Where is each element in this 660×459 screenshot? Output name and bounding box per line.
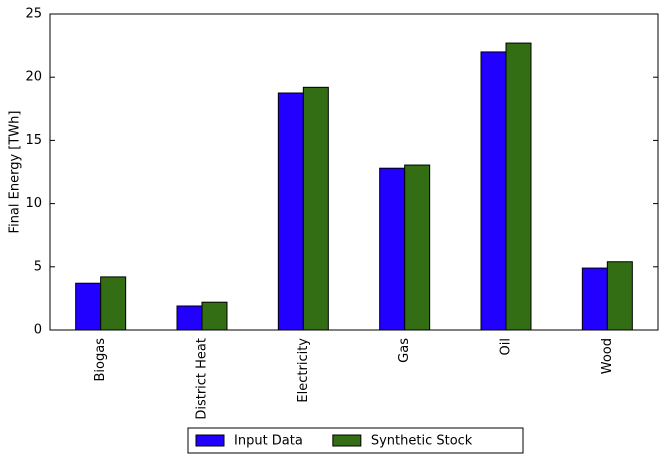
legend-label: Synthetic Stock xyxy=(371,434,473,449)
bar xyxy=(480,51,507,331)
x-tick-label: Gas xyxy=(397,338,412,363)
bar xyxy=(75,282,102,331)
legend-swatch xyxy=(332,434,362,447)
x-tick-label: District Heat xyxy=(195,338,210,420)
x-tick-label: Biogas xyxy=(93,338,108,382)
bar xyxy=(302,86,329,331)
y-tick-label: 0 xyxy=(34,323,42,338)
x-tick-label: Oil xyxy=(499,338,514,355)
y-tick-label: 10 xyxy=(25,196,42,211)
bar xyxy=(379,167,406,331)
bar xyxy=(606,261,633,331)
legend-label: Input Data xyxy=(234,434,303,449)
y-tick-label: 15 xyxy=(25,133,42,148)
bar xyxy=(176,305,203,331)
x-tick-label: Wood xyxy=(600,338,615,374)
y-tick-label: 5 xyxy=(34,259,42,274)
plot-frame xyxy=(49,13,659,331)
x-tick-label: Electricity xyxy=(296,338,311,403)
legend-swatch xyxy=(195,434,225,447)
bar xyxy=(581,267,608,331)
bar xyxy=(404,164,431,331)
y-axis-label: Final Energy [TWh] xyxy=(8,111,23,234)
y-tick-label: 25 xyxy=(25,7,42,22)
bar xyxy=(201,301,228,331)
bar xyxy=(277,92,304,331)
bar xyxy=(100,276,127,331)
y-tick-label: 20 xyxy=(25,70,42,85)
bar xyxy=(505,42,532,331)
